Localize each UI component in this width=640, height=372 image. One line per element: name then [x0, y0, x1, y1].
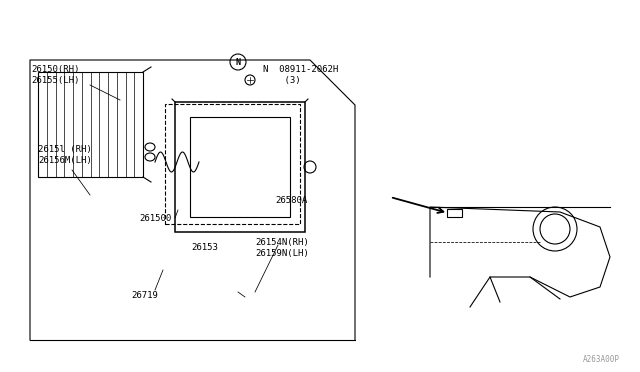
Text: 26154N(RH)
26159N(LH): 26154N(RH) 26159N(LH) [255, 238, 308, 259]
Text: 26719: 26719 [132, 291, 159, 299]
Text: A263A00P: A263A00P [583, 355, 620, 364]
Text: 2615l (RH)
26156M(LH): 2615l (RH) 26156M(LH) [38, 145, 92, 166]
Text: 26150(RH)
26155(LH): 26150(RH) 26155(LH) [31, 65, 79, 86]
Text: 26153: 26153 [191, 244, 218, 253]
Text: N: N [236, 58, 241, 67]
Text: 26580A: 26580A [275, 196, 307, 205]
Text: N  08911-2062H
    (3): N 08911-2062H (3) [263, 65, 339, 86]
Text: 261500: 261500 [139, 214, 171, 222]
